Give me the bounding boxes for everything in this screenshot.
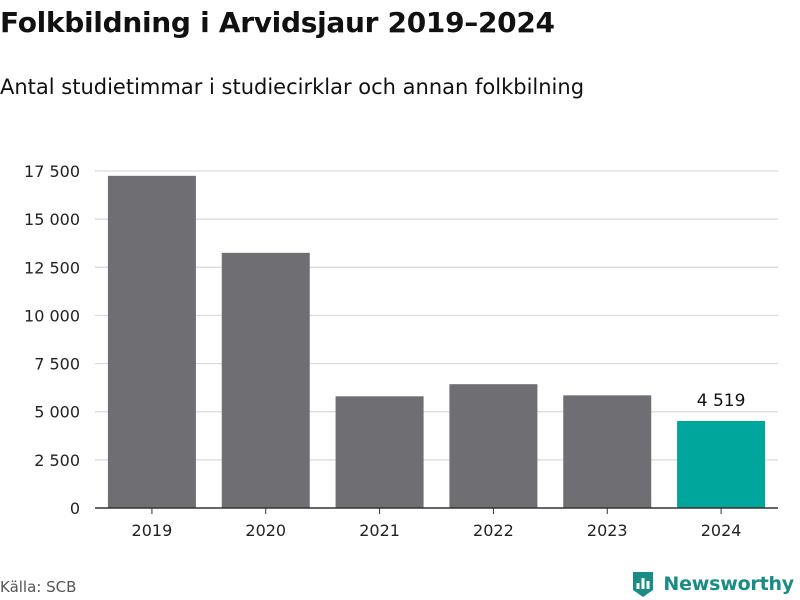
y-tick-label: 17 500 — [24, 162, 80, 181]
bars — [107, 175, 766, 509]
y-tick-label: 12 500 — [24, 258, 80, 277]
source-note: Källa: SCB — [0, 578, 77, 596]
x-tick-label: 2023 — [587, 521, 628, 540]
x-tick-label: 2019 — [132, 521, 173, 540]
bar-chart-shield-icon — [633, 572, 654, 597]
labels: 4 519 — [697, 391, 746, 411]
x-tick-label: 2022 — [473, 521, 514, 540]
bar-2022 — [449, 384, 538, 508]
chart-subtitle: Antal studietimmar i studiecirklar och a… — [0, 75, 585, 99]
axes: 0 2 500 5 000 7 500 10 000 12 500 15 000 17 500… — [24, 162, 778, 540]
brand-name: Newsworthy — [663, 573, 794, 595]
y-tick-label: 10 000 — [24, 306, 80, 325]
y-tick-label: 2 500 — [34, 451, 80, 470]
bar-2021 — [335, 396, 424, 508]
gridlines — [95, 170, 778, 461]
y-tick-label: 5 000 — [34, 403, 80, 422]
brand-logo[interactable]: Newsworthy — [631, 570, 794, 598]
data-label: 4 519 — [697, 391, 746, 411]
chart-title: Folkbildning i Arvidsjaur 2019–2024 — [0, 6, 555, 39]
bar-2023 — [563, 395, 652, 508]
y-tick-label: 7 500 — [34, 355, 80, 374]
bar-2020 — [221, 252, 310, 508]
bar-2024 — [677, 420, 766, 508]
bar-2019 — [107, 175, 196, 509]
x-tick-label: 2020 — [245, 521, 286, 540]
x-tick-label: 2021 — [359, 521, 400, 540]
x-tick-label: 2024 — [701, 521, 742, 540]
y-tick-label: 0 — [70, 499, 80, 518]
y-tick-label: 15 000 — [24, 210, 80, 229]
